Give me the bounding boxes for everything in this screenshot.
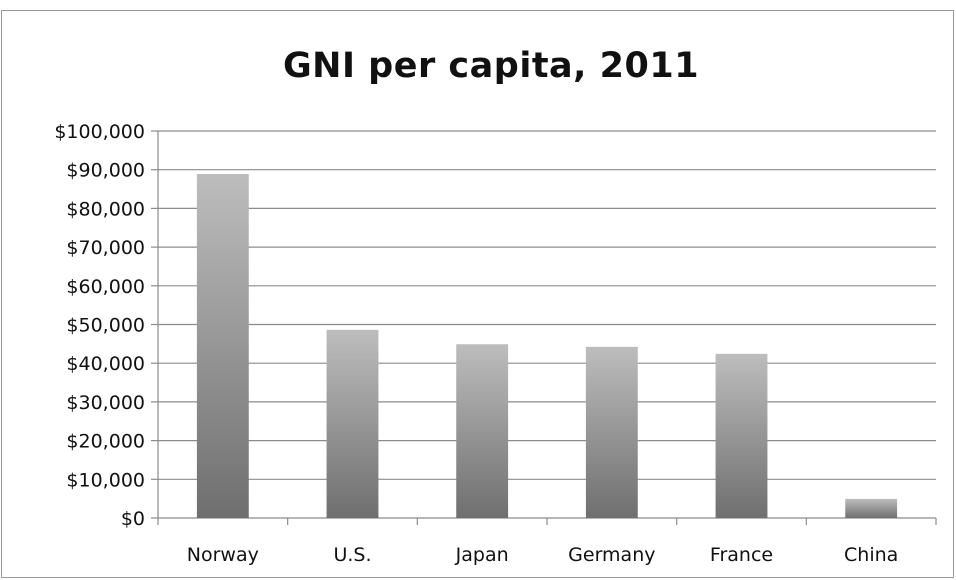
y-tick-label: $90,000 [66,160,145,182]
x-category-label: Norway [187,544,259,566]
x-category-label: Germany [568,544,655,566]
bar-norway [197,174,249,518]
y-tick-label: $100,000 [54,121,145,143]
y-tick-label: $10,000 [66,469,145,491]
bar-france [716,354,768,518]
y-tick-label: $40,000 [66,353,145,375]
y-tick-label: $70,000 [66,237,145,259]
y-tick-label: $20,000 [66,431,145,453]
y-tick-label: $30,000 [66,392,145,414]
bar-germany [586,347,638,518]
y-tick-label: $60,000 [66,276,145,298]
bar-u-s [327,330,379,518]
bar-china [845,499,897,518]
x-category-label: China [844,544,898,566]
x-category-label: France [710,544,773,566]
bar-japan [456,344,508,518]
y-tick-label: $0 [121,508,145,530]
axes [151,131,936,525]
x-category-label: Japan [455,544,509,566]
bars [197,174,897,518]
gridlines [158,131,936,479]
y-tick-label: $80,000 [66,198,145,220]
x-category-label: U.S. [333,544,371,566]
y-tick-label: $50,000 [66,315,145,337]
